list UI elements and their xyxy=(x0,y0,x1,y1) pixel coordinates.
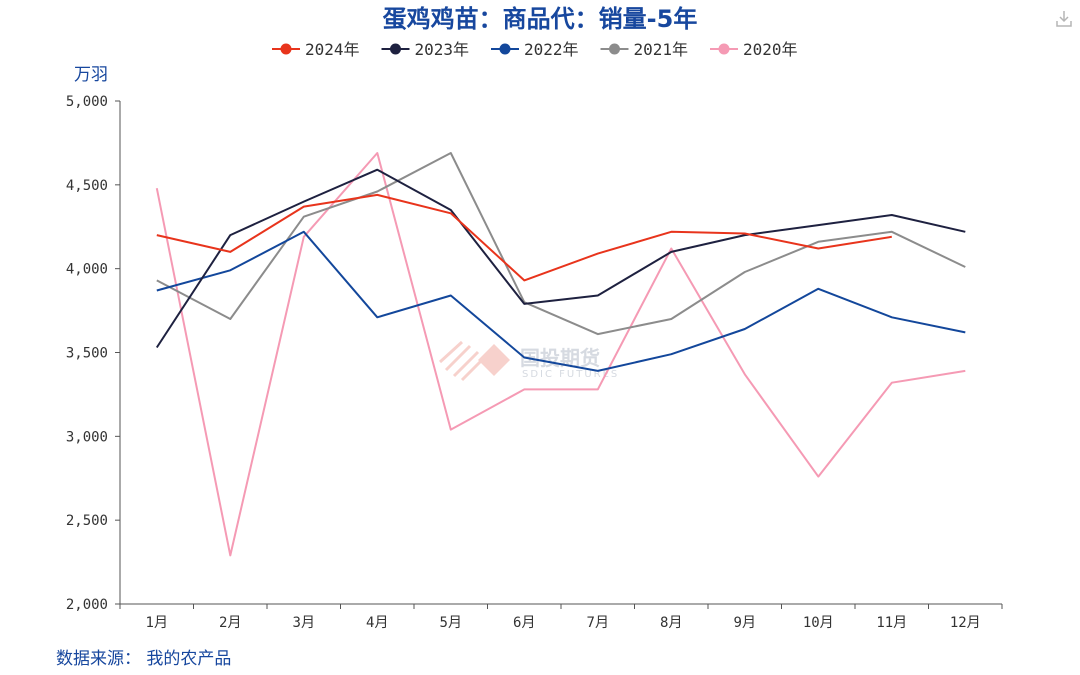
y-tick-label: 2,000 xyxy=(66,597,108,613)
series-line-2020年 xyxy=(155,152,966,557)
x-tick-label: 5月 xyxy=(440,615,462,631)
series-line-2022年 xyxy=(156,230,966,372)
legend-item-2020年[interactable]: 2020年 xyxy=(710,40,798,59)
y-tick-label: 5,000 xyxy=(66,94,108,110)
x-tick-label: 10月 xyxy=(803,615,834,631)
download-icon[interactable] xyxy=(1056,11,1072,27)
series-line-2024年 xyxy=(156,193,892,282)
x-tick-label: 7月 xyxy=(587,615,609,631)
x-tick-label: 1月 xyxy=(146,615,168,631)
y-tick-label: 4,000 xyxy=(66,262,108,278)
chart-title: 蛋鸡鸡苗：商品代：销量-5年 xyxy=(383,5,698,33)
watermark-subtext: SDIC FUTURES xyxy=(522,369,619,380)
legend-item-2022年[interactable]: 2022年 xyxy=(491,40,579,59)
y-tick-label: 3,500 xyxy=(66,346,108,362)
x-tick-label: 2月 xyxy=(219,615,241,631)
x-tick-label: 3月 xyxy=(293,615,315,631)
watermark-logo-icon xyxy=(438,340,486,382)
x-tick-label: 9月 xyxy=(734,615,756,631)
legend-marker xyxy=(609,43,620,55)
y-tick-label: 4,500 xyxy=(66,178,108,194)
legend-marker xyxy=(718,43,730,55)
series-lines xyxy=(155,152,966,557)
watermark-text: 国投期货 xyxy=(520,346,600,370)
series-line-2023年 xyxy=(155,168,966,349)
y-tick-label: 2,500 xyxy=(66,513,108,529)
legend-label: 2023年 xyxy=(415,40,470,59)
legend-marker xyxy=(499,43,511,55)
source-note: 数据来源： 我的农产品 xyxy=(56,649,231,669)
axes: 2,000 2,500 3,000 3,500 4,000 4,500 5,000 1月 2月 3… xyxy=(66,94,1003,631)
y-tick-label: 3,000 xyxy=(66,429,108,445)
y-axis-unit: 万羽 xyxy=(74,65,108,85)
x-tick-label: 6月 xyxy=(513,615,535,631)
x-tick-label: 11月 xyxy=(876,615,907,631)
legend: 2024年 2023年 2022年 2021年 2020年 xyxy=(272,40,798,59)
legend-item-2023年[interactable]: 2023年 xyxy=(381,40,470,59)
x-tick-label: 4月 xyxy=(366,615,388,631)
x-tick-label: 12月 xyxy=(950,615,981,631)
legend-label: 2020年 xyxy=(743,40,798,59)
legend-marker xyxy=(280,43,292,55)
legend-marker xyxy=(390,43,401,55)
legend-item-2024年[interactable]: 2024年 xyxy=(272,40,360,59)
legend-item-2021年[interactable]: 2021年 xyxy=(600,40,689,59)
watermark: 国投期货 SDIC FUTURES xyxy=(438,340,619,382)
legend-label: 2021年 xyxy=(634,40,689,59)
legend-label: 2022年 xyxy=(524,40,579,59)
series-line-2021年 xyxy=(156,152,966,336)
x-tick-label: 8月 xyxy=(660,615,682,631)
legend-label: 2024年 xyxy=(305,40,360,59)
watermark-diamond-icon xyxy=(478,344,510,376)
